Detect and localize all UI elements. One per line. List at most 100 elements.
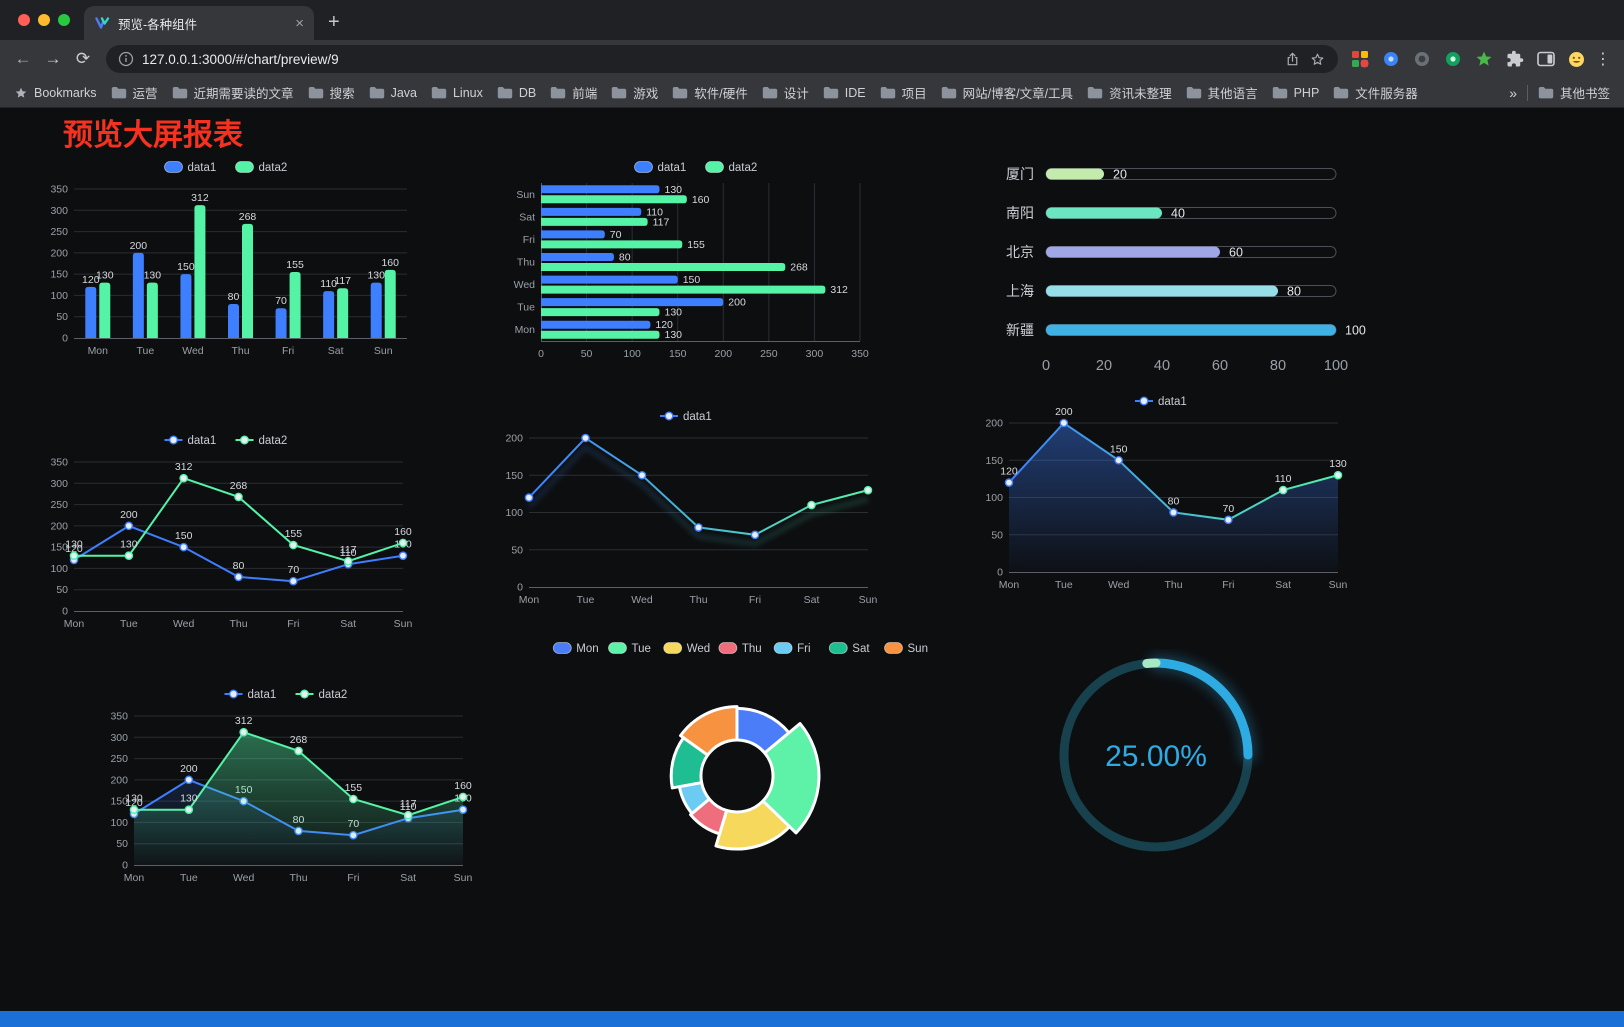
sidebar-toggle-icon[interactable] — [1532, 46, 1559, 72]
bookmark-folder[interactable]: Linux — [431, 86, 483, 100]
chart-grouped-bar[interactable]: data1 data2 0 50 100 150 200 250 300 350 Mon 120 130… — [40, 155, 415, 360]
bookmark-folder[interactable]: IDE — [823, 86, 866, 100]
svg-text:150: 150 — [683, 274, 701, 286]
chart-area-line-two-series[interactable]: data1 data2 0 50 100 150 200 250 300 350 Mon Tue Wed… — [100, 682, 475, 887]
bookmark-folder[interactable]: 前端 — [550, 83, 597, 102]
extension-gray-icon[interactable] — [1408, 46, 1435, 72]
svg-text:Tue: Tue — [136, 345, 154, 357]
svg-text:Fri: Fri — [523, 234, 535, 246]
url-text[interactable]: 127.0.0.1:3000/#/chart/preview/9 — [142, 51, 339, 67]
svg-text:200: 200 — [505, 433, 523, 445]
zoom-window-button[interactable] — [58, 14, 70, 26]
bookmark-folder[interactable]: PHP — [1272, 86, 1319, 100]
svg-text:Tue: Tue — [632, 643, 651, 655]
svg-text:Thu: Thu — [1164, 579, 1182, 591]
browser-tab[interactable]: 预览-各种组件 × — [84, 6, 314, 40]
bookmark-folder[interactable]: 设计 — [762, 83, 809, 102]
bookmark-manager[interactable]: Bookmarks — [14, 86, 97, 100]
svg-text:Sun: Sun — [516, 189, 535, 201]
svg-text:Sun: Sun — [908, 643, 928, 655]
bookmark-folder[interactable]: 其他语言 — [1186, 83, 1258, 102]
svg-text:Mon: Mon — [999, 579, 1020, 591]
site-info-icon[interactable] — [118, 51, 134, 67]
close-window-button[interactable] — [18, 14, 30, 26]
extensions-area — [1346, 46, 1590, 72]
chart-area-line[interactable]: data1 0 50 100 150 200 Mon Tue Wed Thu Fri Sat Sun 12… — [975, 389, 1350, 594]
share-icon[interactable] — [1284, 50, 1301, 68]
folder-icon — [1087, 87, 1103, 99]
chart-rose-donut[interactable]: Mon Tue Wed Thu Fri Sat Sun — [540, 636, 940, 876]
svg-text:350: 350 — [110, 711, 128, 723]
svg-text:上海: 上海 — [1006, 283, 1034, 299]
svg-text:250: 250 — [760, 348, 778, 360]
chart-line-two-series[interactable]: data1 data2 0 50 100 150 200 250 300 350 Mon Tue Wed… — [40, 428, 415, 633]
forward-button[interactable]: → — [44, 49, 62, 68]
folder-icon — [823, 87, 838, 99]
bookmark-folder-label: 其他语言 — [1207, 87, 1258, 101]
bookmark-folder-label: 项目 — [901, 87, 927, 101]
svg-text:160: 160 — [692, 194, 710, 206]
minimize-window-button[interactable] — [38, 14, 50, 26]
tab-close-icon[interactable]: × — [295, 14, 304, 32]
svg-text:0: 0 — [538, 348, 544, 360]
svg-text:Wed: Wed — [631, 594, 653, 606]
bookmark-folder[interactable]: 文件服务器 — [1333, 83, 1418, 102]
extension-green-star-icon[interactable] — [1470, 46, 1497, 72]
svg-text:150: 150 — [669, 348, 687, 360]
svg-text:Tue: Tue — [120, 618, 138, 630]
folder-icon — [111, 87, 126, 99]
bookmark-folder[interactable]: 资讯未整理 — [1087, 83, 1172, 102]
folder-icon — [1272, 87, 1287, 99]
bookmark-folder[interactable]: 近期需要读的文章 — [172, 83, 294, 102]
svg-text:南阳: 南阳 — [1006, 205, 1034, 221]
extension-grid-icon[interactable] — [1346, 46, 1373, 72]
bookmark-folder[interactable]: Java — [369, 86, 417, 100]
other-bookmarks[interactable]: 其他书签 — [1538, 83, 1610, 102]
bookmark-folder[interactable]: 网站/博客/文章/工具 — [941, 83, 1073, 102]
chart-line-gradient[interactable]: data1 0 50 100 150 200 Mon Tue Wed Thu Fri Sat Sun — [495, 404, 880, 609]
svg-text:300: 300 — [806, 348, 824, 360]
svg-text:250: 250 — [50, 226, 68, 238]
bookmarks-overflow-chevron[interactable]: » — [1509, 84, 1517, 101]
emoji-extension-icon[interactable] — [1563, 46, 1590, 72]
bookmark-star-icon[interactable] — [1309, 51, 1326, 68]
puzzle-extensions-icon[interactable] — [1501, 46, 1528, 72]
svg-text:Sun: Sun — [1329, 579, 1348, 591]
address-bar[interactable]: 127.0.0.1:3000/#/chart/preview/9 — [106, 45, 1338, 73]
svg-text:130: 130 — [144, 270, 162, 282]
svg-text:Fri: Fri — [749, 594, 761, 606]
bookmark-folder[interactable]: 软件/硬件 — [672, 83, 748, 102]
folder-icon — [431, 87, 447, 99]
svg-text:Wed: Wed — [687, 643, 710, 655]
new-tab-button[interactable]: + — [328, 11, 340, 33]
svg-text:新疆: 新疆 — [1006, 322, 1034, 338]
bookmark-folder[interactable]: DB — [497, 86, 536, 100]
svg-text:0: 0 — [62, 333, 68, 345]
tab-strip: 预览-各种组件 × + — [84, 6, 354, 40]
reload-button[interactable]: ⟳ — [75, 49, 91, 68]
chart-capsule-bars[interactable]: 厦门 20 南阳 40 北京 60 上海 80 新疆 100 0 20 40 60 80 100 — [990, 159, 1370, 394]
bookmark-folder[interactable]: 运营 — [111, 83, 158, 102]
svg-text:120: 120 — [65, 543, 83, 555]
svg-text:155: 155 — [286, 259, 304, 271]
bar-chart-svg: data1 data2050100150200250300350Mon120130… — [50, 161, 407, 357]
svg-text:Sun: Sun — [374, 345, 393, 357]
svg-text:200: 200 — [180, 763, 198, 775]
extension-green-circle-icon[interactable] — [1439, 46, 1466, 72]
bookmark-folder[interactable]: 搜索 — [308, 83, 355, 102]
line-chart-svg: data1 0 50 100 150 200 Mon Tue Wed Thu Fri Sat Sun — [505, 411, 878, 606]
svg-text:0: 0 — [517, 582, 523, 594]
svg-text:Sun: Sun — [859, 594, 878, 606]
chart-gauge-progress[interactable]: 25.00% — [1040, 649, 1275, 869]
bookmark-folder[interactable]: 项目 — [880, 83, 927, 102]
browser-menu-button[interactable]: ⋮ — [1595, 51, 1611, 68]
bookmark-folder[interactable]: 游戏 — [611, 83, 658, 102]
extension-blue-icon[interactable] — [1377, 46, 1404, 72]
svg-text:Thu: Thu — [517, 257, 535, 269]
tab-favicon — [95, 17, 110, 29]
chart-horizontal-bar[interactable]: data1 data2 0 50 100 150 200 250 300 350 Sun 130 160… — [505, 155, 890, 367]
folder-icon — [1186, 87, 1201, 99]
capsule-chart-svg: 厦门 20 南阳 40 北京 60 上海 80 新疆 100 0 20 40 60 80 100 — [1006, 166, 1366, 374]
hbar-chart-svg: data1 data2 0 50 100 150 200 250 300 350 Sun 130 160… — [514, 161, 869, 360]
back-button[interactable]: ← — [14, 49, 32, 68]
